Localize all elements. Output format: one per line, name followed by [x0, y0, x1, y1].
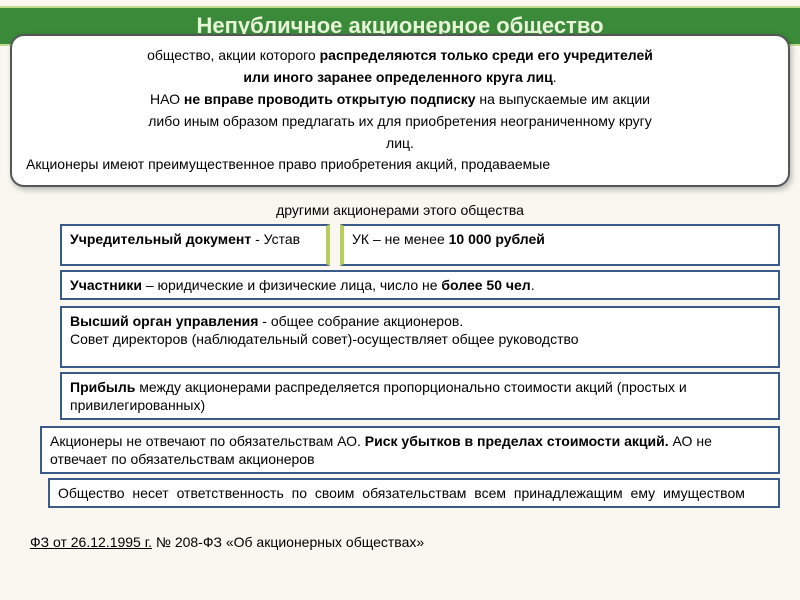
box-founding-doc: Учредительный документ - Устав	[60, 224, 330, 266]
footer-date: ФЗ от 26.12.1995 г.	[30, 534, 152, 550]
text: НАО	[150, 91, 184, 107]
box-liability-shareholders: Акционеры не отвечают по обязательствам …	[40, 426, 780, 474]
text-bold: или иного заранее определенного круга ли…	[243, 69, 552, 85]
text-bold: 10 000 рублей	[449, 231, 545, 247]
footer-law-reference: ФЗ от 26.12.1995 г. № 208-ФЗ «Об акционе…	[30, 534, 424, 550]
text: Общество несет ответственность по своим …	[58, 485, 745, 501]
row-governance: Высший орган управления - общее собрание…	[60, 306, 780, 368]
box-capital: УК – не менее 10 000 рублей	[340, 224, 780, 266]
intro-line-4: либо иным образом предлагать их для прио…	[26, 112, 774, 131]
intro-tail: другими акционерами этого общества	[0, 202, 800, 218]
text: - Устав	[251, 231, 300, 247]
box-governance: Высший орган управления - общее собрание…	[60, 306, 780, 368]
text: – юридические и физические лица, число н…	[142, 277, 441, 293]
intro-callout: общество, акции которого распределяются …	[10, 34, 790, 187]
intro-line-5: лиц.	[26, 134, 774, 153]
row-company-liability: Общество несет ответственность по своим …	[48, 478, 780, 508]
text-bold: Прибыль	[70, 379, 135, 395]
text: .	[553, 69, 557, 85]
text-bold: не вправе проводить открытую подписку	[184, 91, 476, 107]
text: между акционерами распределяется пропорц…	[70, 379, 687, 413]
text: .	[531, 277, 535, 293]
text: общество, акции которого	[147, 47, 320, 63]
row-liability-shareholders: Акционеры не отвечают по обязательствам …	[40, 426, 780, 474]
row-profit: Прибыль между акционерами распределяется…	[60, 372, 780, 420]
text-bold: Участники	[70, 277, 142, 293]
text-bold: Высший орган управления	[70, 313, 258, 329]
governance-line-1: Высший орган управления - общее собрание…	[70, 312, 770, 330]
row-participants: Участники – юридические и физические лиц…	[60, 270, 780, 300]
text: УК – не менее	[352, 231, 449, 247]
row-founding-doc-and-capital: Учредительный документ - Устав УК – не м…	[60, 224, 780, 266]
governance-line-2: Совет директоров (наблюдательный совет)-…	[70, 330, 770, 348]
intro-line-6: Акционеры имеют преимущественное право п…	[26, 155, 774, 174]
intro-line-1: общество, акции которого распределяются …	[26, 46, 774, 65]
box-participants: Участники – юридические и физические лиц…	[60, 270, 780, 300]
intro-line-2: или иного заранее определенного круга ли…	[26, 68, 774, 87]
box-company-liability: Общество несет ответственность по своим …	[48, 478, 780, 508]
box-profit: Прибыль между акционерами распределяется…	[60, 372, 780, 420]
text-bold: Учредительный документ	[70, 231, 251, 247]
text: - общее собрание акционеров.	[258, 313, 463, 329]
intro-line-3: НАО не вправе проводить открытую подписк…	[26, 90, 774, 109]
footer-law: № 208-ФЗ «Об акционерных обществах»	[152, 534, 424, 550]
text-bold: Риск убытков в пределах стоимости акций.	[365, 433, 669, 449]
text-bold: более 50 чел	[441, 277, 530, 293]
text: Акционеры не отвечают по обязательствам …	[50, 433, 365, 449]
text: на выпускаемые им акции	[476, 91, 651, 107]
text-bold: распределяются только среди его учредите…	[320, 47, 653, 63]
